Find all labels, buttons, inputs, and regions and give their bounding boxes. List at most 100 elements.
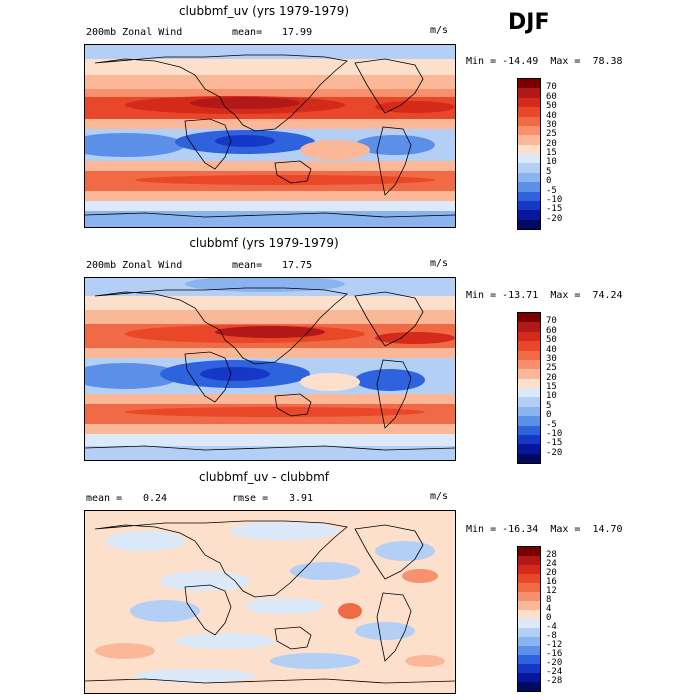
panel3-colorbar-tick: 20 xyxy=(546,568,557,578)
panel2-band-subtrop xyxy=(85,348,455,358)
panel1-colorbar-tick: -20 xyxy=(546,213,563,224)
panel1-band-polar-n xyxy=(85,45,455,59)
panel3-colorbar-swatch xyxy=(518,682,540,691)
panel1-samerica-coast xyxy=(376,126,412,196)
panel2-colorbar-tick: 30 xyxy=(546,353,557,364)
panel3-colorbar-swatch xyxy=(518,574,540,583)
panel2-australia-coast xyxy=(274,393,312,417)
panel3-colorbar-tick: -28 xyxy=(546,676,563,686)
panel3-colorbar-swatch xyxy=(518,565,540,574)
panel3-anomaly-5 xyxy=(160,571,250,591)
panel1-colorbar-tick: -15 xyxy=(546,204,563,215)
panel1-colorbar-tick: 50 xyxy=(546,101,557,112)
panel2-band-antarctic xyxy=(85,446,455,460)
panel3-colorbar-swatch xyxy=(518,637,540,646)
panel2-variable-label: 200mb Zonal Wind xyxy=(86,260,183,271)
panel1-mean-value: 17.99 xyxy=(282,27,313,38)
panel1-pacific-westerly xyxy=(300,140,370,160)
panel3-anomaly-15 xyxy=(135,669,255,683)
panel1-colorbar-tick: 30 xyxy=(546,119,557,130)
panel2-max-value: 74.24 xyxy=(592,290,623,301)
panel2-colorbar-swatch xyxy=(518,322,540,332)
panel3-anomaly-12 xyxy=(95,643,155,659)
panel1-colorbar-tick: 10 xyxy=(546,157,557,168)
panel1-colorbar-swatch xyxy=(518,210,540,220)
panel1-band-n-weak xyxy=(85,59,455,75)
panel3-mean-label: mean = xyxy=(86,493,123,504)
panel3-colorbar-tick: 0 xyxy=(546,613,552,623)
panel1-colorbar-tick: 15 xyxy=(546,148,557,158)
panel3-colorbar-tick: 28 xyxy=(546,550,557,560)
panel2-map xyxy=(84,277,456,461)
panel1-colorbar-swatch xyxy=(518,144,540,154)
panel2-colorbar-tick: 40 xyxy=(546,344,557,355)
panel3-colorbar-swatch xyxy=(518,547,540,556)
panel1-colorbar-tick: 20 xyxy=(546,138,557,149)
panel1-colorbar-swatch xyxy=(518,116,540,126)
panel1-antarctica-coast xyxy=(85,212,455,218)
panel3-anomaly-14 xyxy=(405,655,445,667)
panel1-map-svg xyxy=(85,45,455,227)
panel3-colorbar-tick: -24 xyxy=(546,667,563,677)
panel3-australia-coast xyxy=(274,626,312,650)
panel1-colorbar-swatch xyxy=(518,182,540,192)
panel3-anomaly-8 xyxy=(245,598,325,614)
panel2-samerica-coast xyxy=(376,359,412,429)
panel2-colorbar-swatch xyxy=(518,425,540,435)
panel2-colorbar-swatch xyxy=(518,359,540,370)
panel3-max-value: 14.70 xyxy=(592,524,623,535)
panel2-colorbar-swatch xyxy=(518,406,540,417)
panel1-namerica-coast xyxy=(354,58,424,114)
panel2-title: clubbmf (yrs 1979-1979) xyxy=(189,236,339,250)
panel2-band-s-polar xyxy=(85,434,455,446)
panel3-colorbar-swatch xyxy=(518,556,540,565)
panel2-colorbar-tick: 70 xyxy=(546,316,557,327)
panel2-colorbar-swatch xyxy=(518,444,540,454)
panel1-max-label: Max = xyxy=(550,56,581,67)
panel2-max-label: Max = xyxy=(550,290,581,301)
panel1-units: m/s xyxy=(430,25,449,36)
panel3-colorbar-swatch xyxy=(518,646,540,655)
panel3-colorbar-tick: -20 xyxy=(546,658,563,668)
panel1-colorbar-swatch xyxy=(518,135,540,145)
panel2-colorbar-tick: -20 xyxy=(546,447,563,458)
panel1-easterly-east xyxy=(355,135,435,155)
panel3-colorbar-swatch xyxy=(518,628,540,637)
panel2-band-s-weak xyxy=(85,394,455,404)
panel1-band-s-edge xyxy=(85,191,455,201)
panel2-easterly-west xyxy=(85,363,180,389)
panel1-minmax: Min = -14.49 Max = 78.38 xyxy=(466,56,623,67)
panel2-minmax: Min = -13.71 Max = 74.24 xyxy=(466,290,623,301)
panel3-anomaly-10 xyxy=(355,622,415,640)
panel3-anomaly-9 xyxy=(338,603,362,619)
panel2-eurasia-coast xyxy=(94,287,348,365)
panel3-colorbar-swatch xyxy=(518,673,540,682)
panel2-arctic-easterly xyxy=(185,278,345,292)
panel2-antarctica-coast xyxy=(85,445,455,451)
panel1-mean-label: mean= xyxy=(232,27,263,38)
panel1-colorbar-swatch xyxy=(518,79,540,89)
panel2-band-n-weak xyxy=(85,296,455,310)
panel1-band-subtrop xyxy=(85,119,455,129)
panel3-colorbar-tick: 4 xyxy=(546,604,552,614)
panel2-colorbar-swatch xyxy=(518,350,540,360)
panel2-colorbar-swatch xyxy=(518,434,540,445)
panel1-colorbar-swatch xyxy=(518,200,540,211)
panel2-colorbar-tick: 5 xyxy=(546,400,552,411)
panel3-namerica-coast xyxy=(354,524,424,580)
panel3-anomaly-6 xyxy=(290,562,360,580)
panel1-easterly-west xyxy=(85,133,185,157)
panel2-colorbar-tick: 50 xyxy=(546,335,557,346)
panel1-map xyxy=(84,44,456,228)
panel1-colorbar-tick: 40 xyxy=(546,110,557,121)
panel3-samerica-coast xyxy=(376,592,412,662)
panel3-min-label: Min = xyxy=(466,524,497,535)
panel1-colorbar-tick: -10 xyxy=(546,194,563,205)
panel2-sjet-core xyxy=(125,407,425,417)
panel2-map-svg xyxy=(85,278,455,460)
panel3-title: clubbmf_uv - clubbmf xyxy=(198,470,330,484)
panel1-coastlines xyxy=(85,54,455,218)
panel3-coastlines xyxy=(85,520,455,684)
panel3-minmax: Min = -16.34 Max = 14.70 xyxy=(466,524,623,535)
panel1-title: clubbmf_uv (yrs 1979-1979) xyxy=(178,4,350,18)
